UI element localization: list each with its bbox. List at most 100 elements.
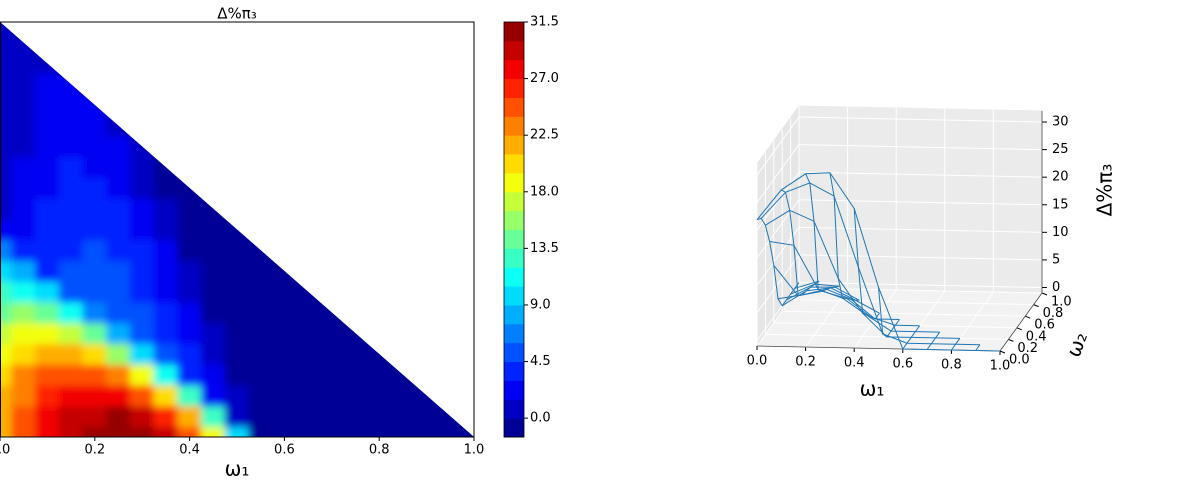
colorbar-tick-label: 27.0 xyxy=(530,71,559,86)
contour-cell xyxy=(343,363,368,386)
contour-cell xyxy=(58,343,84,365)
x-tick-label: 0.0 xyxy=(747,354,768,369)
contour-cell xyxy=(35,405,60,428)
contour-cell xyxy=(58,426,84,437)
x-tick-label: 0.2 xyxy=(795,355,816,370)
contour-cell xyxy=(58,322,84,345)
contour-cell xyxy=(0,426,13,437)
contour-cell xyxy=(248,239,274,262)
colorbar-band xyxy=(504,418,524,438)
contour-cell xyxy=(366,363,392,386)
contour-cell xyxy=(129,239,155,262)
contour-cell xyxy=(11,260,37,282)
contour-cell xyxy=(224,426,250,437)
grid-line xyxy=(798,199,1043,206)
contour-cell xyxy=(295,363,321,386)
contour-cell xyxy=(106,363,131,386)
contour-cell xyxy=(153,239,179,262)
wireframe-line xyxy=(760,182,980,346)
wireframe-line xyxy=(829,172,860,301)
grid-line xyxy=(756,116,800,176)
contour-cell xyxy=(106,177,131,199)
y-tick-label: 0.2 xyxy=(1017,341,1038,356)
wireframe-line xyxy=(902,325,921,350)
z-tick-label: 0 xyxy=(1052,280,1060,295)
contour-cell xyxy=(0,22,13,33)
y-tick xyxy=(1041,292,1048,296)
contour-cell xyxy=(272,280,297,303)
contour-cell xyxy=(0,197,13,220)
contour-cell xyxy=(295,426,321,437)
grid-line xyxy=(798,144,1043,151)
colorbar-tick-label: 13.5 xyxy=(530,241,559,256)
contour-cell xyxy=(58,197,84,220)
contour-cell xyxy=(11,363,37,386)
colorbar-band xyxy=(504,154,524,174)
contour-cell xyxy=(414,384,439,407)
contour-cell xyxy=(153,343,179,365)
contour-cell xyxy=(177,260,202,282)
contour-cell xyxy=(11,426,37,437)
colorbar-band xyxy=(504,399,524,419)
contour-cell xyxy=(319,301,345,324)
contour-cell xyxy=(129,343,155,365)
contour-cell xyxy=(319,322,345,345)
grid-line xyxy=(798,171,1043,178)
contour-cell xyxy=(35,301,60,324)
z-tick-label: 5 xyxy=(1052,252,1060,267)
colorbar-band xyxy=(504,323,524,344)
contour-cell xyxy=(11,135,37,158)
contour-panel: 0.0 0.2 0.4 0.6 0.8 1.0 0.0 4.5 9.0 13.5 18.0 22.5 2… xyxy=(0,15,559,458)
contour-cell xyxy=(200,384,226,407)
contour-cell xyxy=(295,343,321,365)
contour-cell xyxy=(82,114,108,137)
contour-cell xyxy=(106,426,131,437)
y-tick xyxy=(999,350,1006,354)
contour-cell xyxy=(58,177,84,199)
y-tick-label: 0.6 xyxy=(1034,318,1055,333)
contour-cell xyxy=(58,405,84,428)
contour-cell xyxy=(106,384,131,407)
colorbar-band xyxy=(504,342,524,363)
contour-cell xyxy=(35,52,60,75)
contour-cell xyxy=(153,218,179,241)
contour-cells xyxy=(0,22,474,437)
contour-cell xyxy=(437,426,463,437)
wireframe-line xyxy=(950,338,961,351)
contour-cell xyxy=(82,135,108,158)
contour-cell xyxy=(11,405,37,428)
contour-cell xyxy=(35,114,60,137)
contour-cell xyxy=(366,405,392,428)
contour-cell xyxy=(272,301,297,324)
x-tick-label: 0.6 xyxy=(892,357,913,372)
x-tick-label: 1.0 xyxy=(990,359,1011,374)
contour-cell xyxy=(106,260,131,282)
contour-cell xyxy=(11,218,37,241)
contour-cell xyxy=(224,384,250,407)
plot-frame xyxy=(0,21,475,438)
colorbar-band xyxy=(504,135,524,155)
grid-line xyxy=(782,310,1026,317)
wireframe-line xyxy=(805,173,840,292)
contour-cell xyxy=(343,322,368,345)
z-axis-label: Δ%π₃ xyxy=(1093,164,1117,217)
contour-cell xyxy=(82,260,108,282)
contour-cell xyxy=(58,239,84,262)
contour-cell xyxy=(82,197,108,220)
contour-cell xyxy=(106,280,131,303)
contour-cell xyxy=(153,260,179,282)
colorbar-band xyxy=(504,78,524,98)
colorbar-band xyxy=(504,286,524,306)
contour-cell xyxy=(129,218,155,241)
colorbar-band xyxy=(504,210,524,230)
contour-cell xyxy=(82,280,108,303)
colorbar-band xyxy=(504,361,524,381)
contour-cell xyxy=(11,197,37,220)
contour-cell xyxy=(35,156,60,179)
contour-cell xyxy=(177,218,202,241)
contour-cell xyxy=(35,239,60,262)
contour-cell xyxy=(11,114,37,137)
contour-cell xyxy=(35,197,60,220)
contour-cell xyxy=(248,384,274,407)
contour-cell xyxy=(0,322,13,345)
